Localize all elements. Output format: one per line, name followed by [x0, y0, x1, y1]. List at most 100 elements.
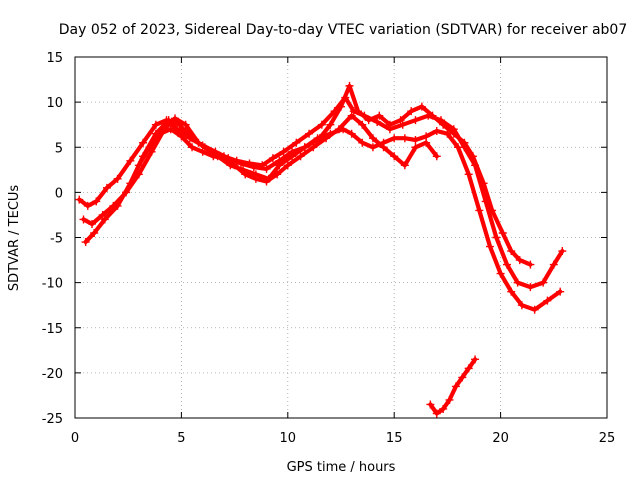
x-axis-label: GPS time / hours [287, 460, 396, 475]
data-point [417, 102, 426, 111]
data-point [400, 161, 409, 170]
data-point [485, 242, 494, 251]
data-point [411, 143, 420, 152]
data-point [81, 238, 90, 247]
data-point [358, 138, 367, 147]
data-point [209, 152, 218, 161]
data-point [422, 138, 431, 147]
data-point [432, 127, 441, 136]
data-point [90, 228, 99, 237]
data-point [288, 152, 297, 161]
data-point [283, 161, 292, 170]
series-track-5 [428, 357, 478, 416]
data-point [496, 269, 505, 278]
data-point [134, 161, 143, 170]
data-point [292, 138, 301, 147]
y-tick-labels: 15 10 5 0 -5 -10 -15 -20 -25 [42, 51, 63, 427]
data-point [279, 147, 288, 156]
data-point [454, 143, 463, 152]
data-point [492, 233, 501, 242]
data-point [481, 197, 490, 206]
chart-title: Day 052 of 2023, Sidereal Day-to-day VTE… [59, 22, 628, 38]
data-point [358, 120, 367, 129]
data-point [502, 260, 511, 269]
data-point [449, 125, 458, 134]
y-tick-label: 0 [55, 186, 63, 201]
data-point [347, 129, 356, 138]
data-point [379, 143, 388, 152]
data-point [317, 120, 326, 129]
data-point [300, 143, 309, 152]
data-point [251, 174, 260, 183]
x-tick-label: 25 [599, 431, 616, 446]
x-tick-label: 20 [492, 431, 509, 446]
data-point [507, 247, 516, 256]
data-point [156, 129, 165, 138]
data-point [166, 125, 175, 134]
data-point [390, 152, 399, 161]
data-point [411, 116, 420, 125]
data-point [558, 247, 567, 256]
data-point [347, 111, 356, 120]
data-point [439, 404, 448, 413]
data-point [437, 116, 446, 125]
y-tick-label: -10 [42, 277, 63, 292]
data-point [526, 283, 535, 292]
data-point [464, 364, 473, 373]
x-tick-label: 0 [71, 431, 79, 446]
data-point [360, 111, 369, 120]
data-series [75, 81, 567, 418]
series-track-4 [136, 113, 439, 184]
data-point [245, 159, 254, 168]
data-point [373, 117, 382, 126]
data-point [198, 147, 207, 156]
data-point [464, 170, 473, 179]
data-point [188, 134, 197, 143]
data-point [345, 81, 354, 90]
tick-marks [74, 56, 608, 419]
data-point [432, 409, 441, 418]
data-point [75, 195, 84, 204]
data-point [230, 161, 239, 170]
data-point [334, 125, 343, 134]
data-point [145, 143, 154, 152]
data-point [177, 132, 186, 141]
data-point [471, 161, 480, 170]
y-tick-label: 15 [46, 51, 63, 66]
data-point [188, 143, 197, 152]
data-point [400, 134, 409, 143]
data-point [219, 154, 228, 163]
data-point [507, 287, 516, 296]
data-point [513, 278, 522, 287]
data-point [498, 228, 507, 237]
data-point [262, 164, 271, 173]
data-point [458, 373, 467, 382]
y-tick-label: -5 [50, 232, 63, 247]
data-point [517, 301, 526, 310]
data-point [451, 382, 460, 391]
data-point [390, 134, 399, 143]
data-point [100, 215, 109, 224]
data-point [432, 152, 441, 161]
data-point [424, 111, 433, 120]
data-point [375, 111, 384, 120]
data-point [309, 143, 318, 152]
data-point [556, 287, 565, 296]
data-point [83, 201, 92, 210]
data-point [330, 107, 339, 116]
data-point [296, 152, 305, 161]
y-tick-label: -20 [42, 367, 63, 382]
x-tick-labels: 0 5 10 15 20 25 [71, 431, 615, 446]
y-tick-label: 5 [55, 141, 63, 156]
data-point [175, 120, 184, 129]
data-point [241, 170, 250, 179]
y-tick-label: -15 [42, 322, 63, 337]
data-point [200, 143, 209, 152]
data-point [341, 93, 350, 102]
data-point [126, 156, 135, 165]
data-point [262, 177, 271, 186]
data-point [445, 395, 454, 404]
data-point [407, 107, 416, 116]
data-point [258, 161, 267, 170]
data-point [530, 305, 539, 314]
